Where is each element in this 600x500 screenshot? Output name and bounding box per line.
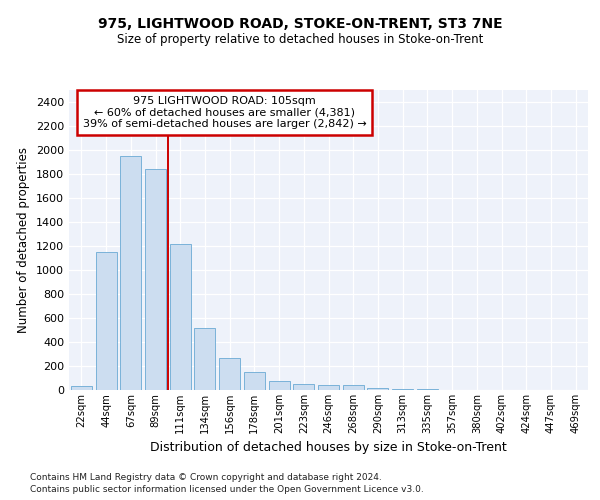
Text: Contains HM Land Registry data © Crown copyright and database right 2024.: Contains HM Land Registry data © Crown c…	[30, 472, 382, 482]
Bar	[269, 381, 290, 390]
Bar	[120, 156, 141, 390]
Bar	[145, 169, 166, 390]
Bar	[244, 372, 265, 390]
Y-axis label: Number of detached properties: Number of detached properties	[17, 147, 31, 333]
Bar	[71, 386, 92, 390]
Text: 975, LIGHTWOOD ROAD, STOKE-ON-TRENT, ST3 7NE: 975, LIGHTWOOD ROAD, STOKE-ON-TRENT, ST3…	[98, 18, 502, 32]
Bar	[194, 328, 215, 390]
Text: Size of property relative to detached houses in Stoke-on-Trent: Size of property relative to detached ho…	[117, 32, 483, 46]
Bar	[293, 384, 314, 390]
Text: 975 LIGHTWOOD ROAD: 105sqm
← 60% of detached houses are smaller (4,381)
39% of s: 975 LIGHTWOOD ROAD: 105sqm ← 60% of deta…	[83, 96, 367, 129]
Bar	[219, 358, 240, 390]
X-axis label: Distribution of detached houses by size in Stoke-on-Trent: Distribution of detached houses by size …	[150, 442, 507, 454]
Bar	[392, 389, 413, 390]
Bar	[95, 252, 116, 390]
Bar	[170, 244, 191, 390]
Bar	[367, 388, 388, 390]
Text: Contains public sector information licensed under the Open Government Licence v3: Contains public sector information licen…	[30, 485, 424, 494]
Bar	[343, 385, 364, 390]
Bar	[318, 385, 339, 390]
